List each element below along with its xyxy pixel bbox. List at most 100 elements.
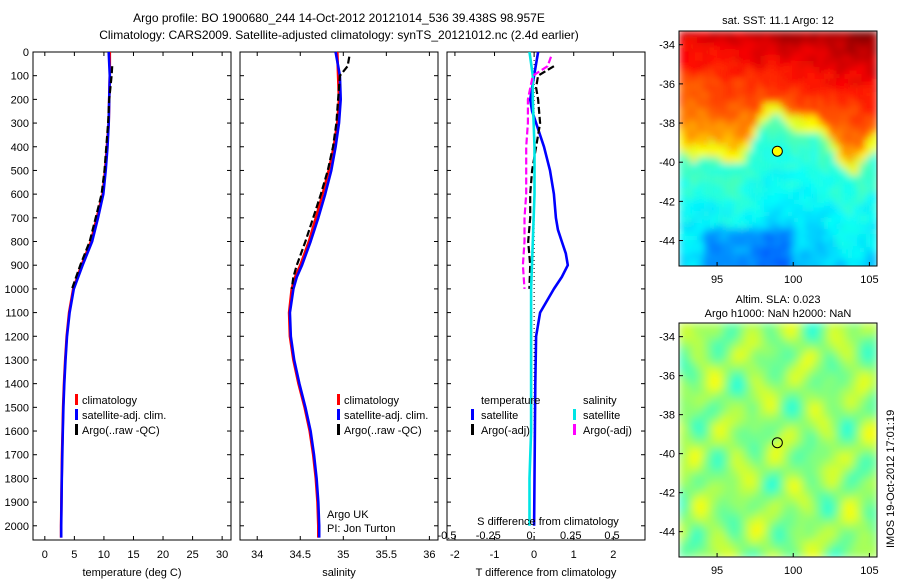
lon-tick-label: 95 <box>711 565 723 577</box>
legend-climatology-swatch <box>75 394 78 405</box>
temperature-panel: 0100200300400500600700800900100011001200… <box>5 47 232 579</box>
series-line-argo-raw-qc- <box>290 56 351 290</box>
x-tick-label: 15 <box>127 549 139 561</box>
sla-float-marker <box>771 437 783 449</box>
s-tick-label: 0.5 <box>604 530 619 542</box>
legend-t-argo-label: Argo(-adj) <box>481 425 530 437</box>
legend-satellite-swatch <box>337 409 340 420</box>
series-line-satellite-adj-clim- <box>288 51 343 538</box>
series-line-salinity-satellite <box>528 51 536 526</box>
legend-argo-label: Argo(..raw -QC) <box>82 425 160 437</box>
lat-tick-label: -36 <box>659 79 675 91</box>
salinity-panel: 34 34.5 35 35.5 36 salinity climatology sate… <box>239 51 439 579</box>
difference-plot-frame <box>446 51 646 541</box>
depth-tick-label: 800 <box>11 237 29 249</box>
depth-tick-label: 1200 <box>5 331 29 343</box>
title-line-2: Climatology: CARS2009. Satellite-adjuste… <box>99 28 579 42</box>
lon-tick-label: 105 <box>860 274 878 286</box>
x-tick-label: 34 <box>251 549 263 561</box>
depth-tick-label: 1400 <box>5 379 29 391</box>
series-line-temperature-satellite <box>528 51 570 526</box>
series-line-satellite-adj-clim- <box>59 51 112 538</box>
difference-x-axis: -2 -1 0 1 2 <box>450 52 616 561</box>
lon-tick-label: 95 <box>711 274 723 286</box>
legend-satellite-swatch <box>75 409 78 420</box>
series-line-climatology <box>59 52 112 538</box>
depth-tick-label: 1900 <box>5 497 29 509</box>
lat-tick-label: -36 <box>659 371 675 383</box>
depth-tick-label: 200 <box>11 94 29 106</box>
sla-map-frame <box>678 322 878 558</box>
s-tick-label: -0.5 <box>438 530 457 542</box>
lon-tick-label: 100 <box>784 565 802 577</box>
depth-tick-label: 1600 <box>5 426 29 438</box>
sst-map: sat. SST: 11.1 Argo: 12 -34-36-38-40-42-… <box>659 15 878 286</box>
lon-tick-label: 105 <box>860 565 878 577</box>
salinity-lines <box>287 51 351 538</box>
sst-field <box>679 31 877 266</box>
legend-temperature-head: temperature <box>481 395 540 407</box>
legend-salinity-head: salinity <box>583 395 617 407</box>
sla-map: Altim. SLA: 0.023 Argo h1000: NaN h2000:… <box>659 294 878 577</box>
sla-field <box>679 323 877 557</box>
lat-tick-label: -40 <box>659 449 675 461</box>
legend-climatology-label: climatology <box>344 395 400 407</box>
salinity-x-axis: 34 34.5 35 35.5 36 <box>251 52 436 561</box>
difference-xlabel: T difference from climatology <box>476 567 617 579</box>
depth-tick-label: 2000 <box>5 521 29 533</box>
difference-s-label: S difference from climatology <box>477 516 619 528</box>
temperature-plot-frame <box>32 51 232 541</box>
temperature-lines <box>59 51 114 538</box>
s-tick-label: -0.25 <box>476 530 501 542</box>
depth-tick-label: 0 <box>23 47 29 59</box>
x-tick-label: 35 <box>337 549 349 561</box>
side-stamp: IMOS 19-Oct-2012 17:01:19 <box>885 410 897 548</box>
lat-tick-label: -42 <box>659 488 675 500</box>
x-tick-label: 10 <box>98 549 110 561</box>
depth-tick-label: 600 <box>11 189 29 201</box>
annotation-line-2: PI: Jon Turton <box>327 523 395 535</box>
sla-map-axes: -34 -36 -38 -40 -42 -44 95 100 105 <box>659 332 878 577</box>
legend-s-satellite-swatch <box>573 409 576 420</box>
difference-depth-ticks <box>447 51 645 527</box>
legend-t-satellite-swatch <box>471 409 474 420</box>
difference-lines <box>521 51 570 540</box>
s-tick-label: 0.25 <box>560 530 581 542</box>
legend-t-satellite-label: satellite <box>481 410 518 422</box>
depth-tick-label: 1700 <box>5 450 29 462</box>
x-tick-label: -2 <box>450 549 460 561</box>
depth-tick-label: 1300 <box>5 355 29 367</box>
sst-float-marker <box>771 145 783 157</box>
lon-tick-label: 100 <box>784 274 802 286</box>
lat-tick-label: -44 <box>659 527 675 539</box>
difference-panel: -2 -1 0 1 2 -0.5 -0.25 0 0.25 0.5 S difference f… <box>438 51 646 579</box>
legend-argo-swatch <box>75 424 78 435</box>
legend-s-argo-swatch <box>573 424 576 435</box>
sla-map-title-1: Altim. SLA: 0.023 <box>736 294 821 306</box>
difference-s-axis: -0.5 -0.25 0 0.25 0.5 <box>438 530 620 542</box>
depth-tick-label: 500 <box>11 165 29 177</box>
x-tick-label: -1 <box>490 549 500 561</box>
salinity-xlabel: salinity <box>322 567 356 579</box>
sst-map-title: sat. SST: 11.1 Argo: 12 <box>722 15 834 27</box>
depth-tick-label: 1000 <box>5 284 29 296</box>
depth-tick-label: 1800 <box>5 473 29 485</box>
x-tick-label: 36 <box>423 549 435 561</box>
legend-s-argo-label: Argo(-adj) <box>583 425 632 437</box>
s-tick-label: 0 <box>526 530 532 542</box>
legend-satellite-label: satellite-adj. clim. <box>82 410 166 422</box>
depth-tick-label: 900 <box>11 260 29 272</box>
x-tick-label: 2 <box>610 549 616 561</box>
series-line-salinity-argo-adj- <box>521 56 553 289</box>
legend-climatology-label: climatology <box>82 395 138 407</box>
lat-tick-label: -42 <box>659 196 675 208</box>
depth-tick-label: 300 <box>11 118 29 130</box>
temperature-legend: climatology satellite-adj. clim. Argo(..… <box>75 394 166 437</box>
legend-s-satellite-label: satellite <box>583 410 620 422</box>
depth-tick-label: 700 <box>11 213 29 225</box>
salinity-plot-frame <box>239 51 439 541</box>
temperature-depth-axis: 0 100 200 300 400 500 600 700 800 900 1000 1100 1200… <box>5 47 231 533</box>
x-tick-label: 25 <box>186 549 198 561</box>
x-tick-label: 0 <box>42 549 48 561</box>
